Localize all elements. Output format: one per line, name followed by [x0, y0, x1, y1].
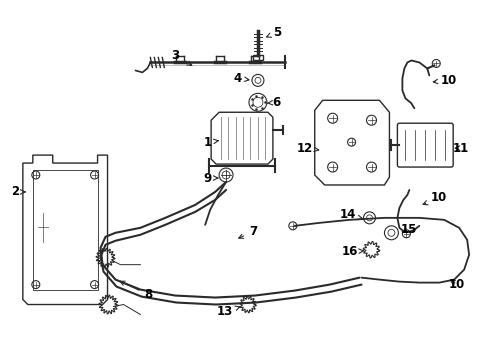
Text: 7: 7 [238, 225, 257, 238]
Bar [252, 55, 263, 60]
Text: 12: 12 [296, 141, 318, 155]
Text: 4: 4 [233, 72, 248, 85]
Text: 2: 2 [11, 185, 25, 198]
Text: 13: 13 [217, 305, 239, 318]
Text: 16: 16 [341, 245, 363, 258]
Text: 1: 1 [203, 136, 218, 149]
Text: 9: 9 [203, 171, 218, 185]
Text: 11: 11 [452, 141, 468, 155]
Text: 6: 6 [266, 96, 281, 109]
Text: 10: 10 [448, 278, 465, 291]
Text: 5: 5 [266, 26, 281, 39]
Text: 3: 3 [171, 49, 191, 66]
Text: 15: 15 [400, 223, 417, 236]
Text: 8: 8 [120, 281, 152, 301]
Text: 14: 14 [339, 208, 362, 221]
Text: 10: 10 [422, 192, 447, 205]
Text: 10: 10 [432, 74, 456, 87]
